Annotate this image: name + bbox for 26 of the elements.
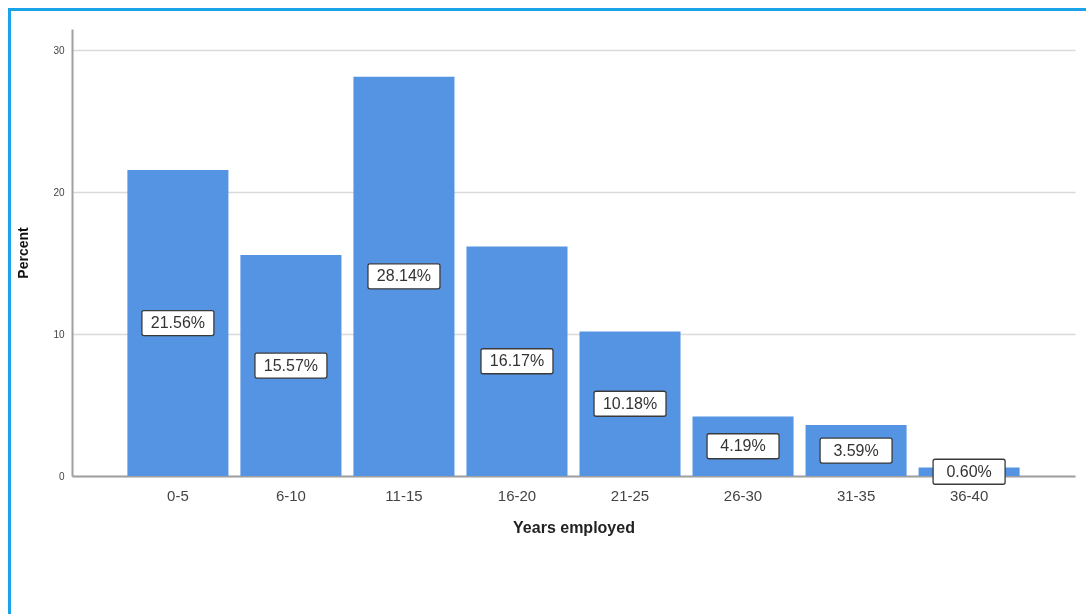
- data-label: 3.59%: [833, 441, 879, 459]
- bar: [466, 246, 568, 476]
- y-axis-title: Percent: [15, 226, 32, 279]
- x-tick-label: 16-20: [497, 486, 537, 504]
- x-axis-title: Years employed: [513, 518, 635, 536]
- data-label: 16.17%: [489, 352, 545, 370]
- y-tick-label: 30: [53, 44, 65, 56]
- data-label: 28.14%: [376, 267, 432, 285]
- y-tick-label: 10: [53, 328, 65, 340]
- bar: [240, 255, 342, 476]
- data-label: 4.19%: [720, 437, 766, 455]
- bar: [353, 76, 455, 476]
- x-tick-label: 31-35: [836, 486, 876, 504]
- data-label: 0.60%: [946, 462, 992, 480]
- x-tick-label: 21-25: [610, 486, 650, 504]
- y-tick-label: 0: [58, 470, 65, 482]
- x-tick-label: 26-30: [723, 486, 763, 504]
- bar: [127, 170, 229, 476]
- y-tick-label: 20: [53, 186, 65, 198]
- data-label: 10.18%: [602, 394, 658, 412]
- x-tick-label: 6-10: [275, 486, 306, 504]
- x-tick-label: 36-40: [949, 486, 989, 504]
- data-label: 21.56%: [150, 314, 206, 332]
- x-tick-label: 0-5: [167, 486, 189, 504]
- x-tick-label: 11-15: [385, 486, 423, 504]
- data-label: 15.57%: [263, 356, 319, 374]
